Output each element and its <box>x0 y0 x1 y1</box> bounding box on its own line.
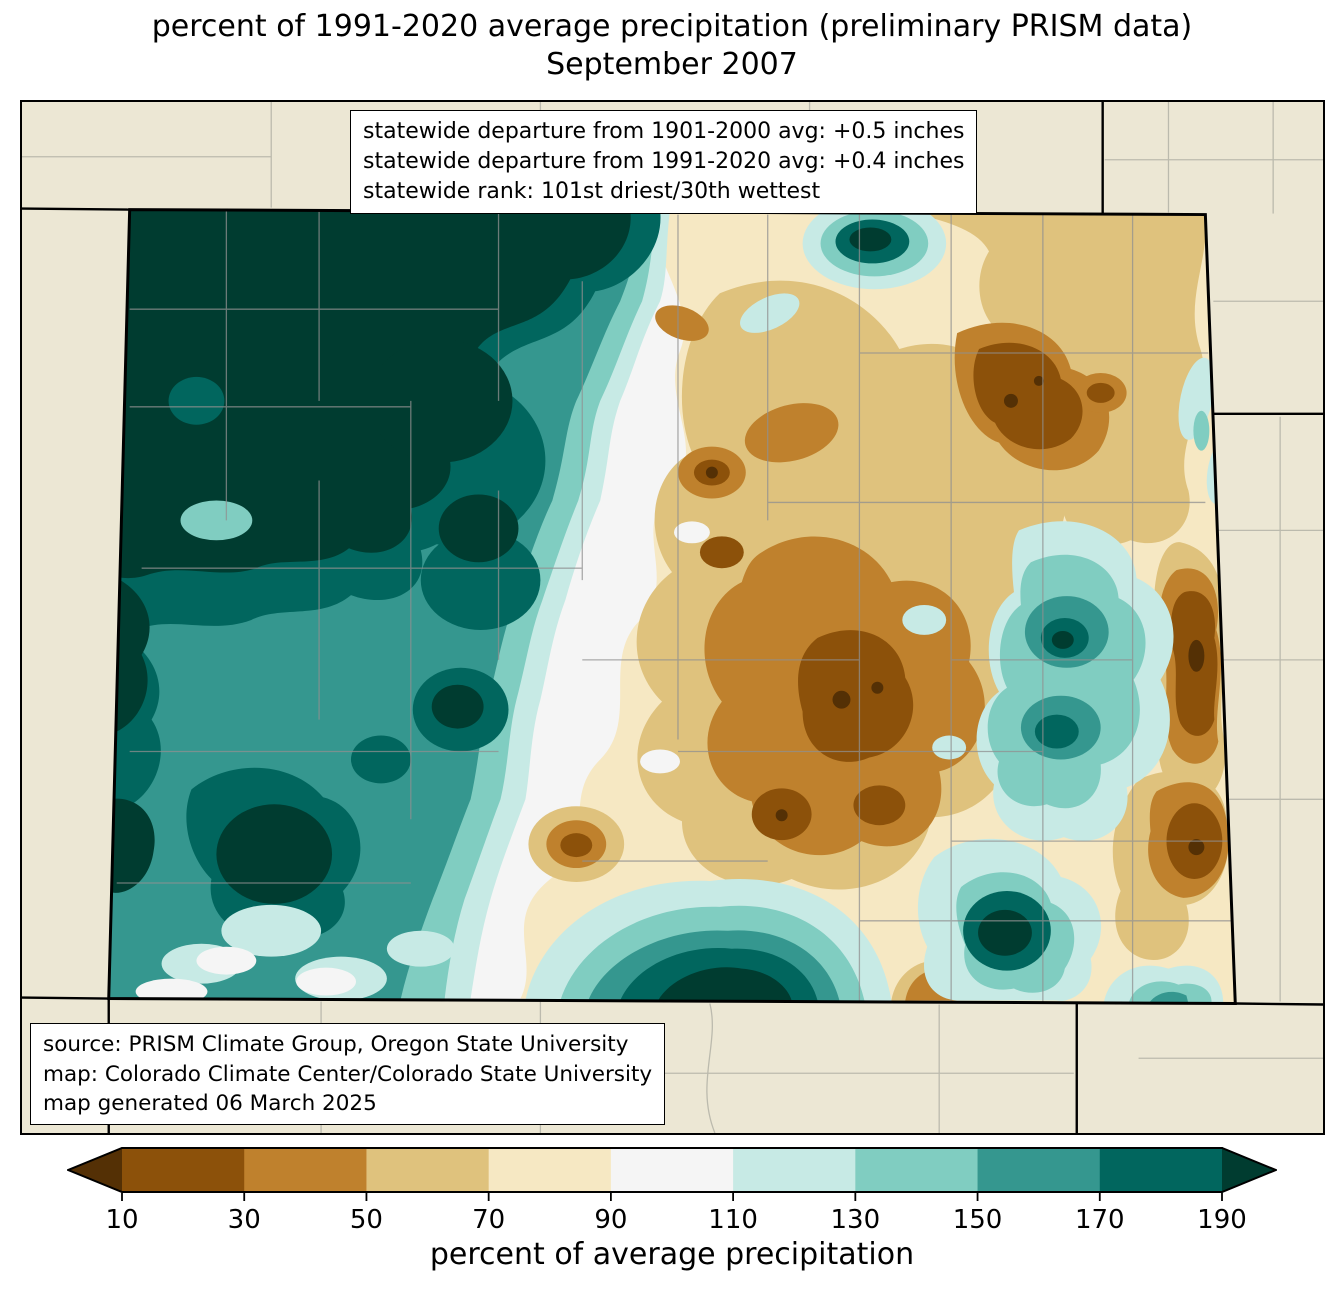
source-line-1: source: PRISM Climate Group, Oregon Stat… <box>43 1032 629 1058</box>
colorbar-tick-130: 130 <box>830 1205 881 1235</box>
source-line-3: map generated 06 March 2025 <box>43 1090 377 1116</box>
stats-line-3: statewide rank: 101st driest/30th wettes… <box>363 178 821 204</box>
colorbar-tick-70: 70 <box>472 1205 506 1235</box>
title-line-2: September 2007 <box>546 47 798 83</box>
stats-line-2: statewide departure from 1991-2020 avg: … <box>363 148 965 174</box>
precip-map-svg <box>22 102 1323 1133</box>
colorado-county-lines <box>116 209 1236 1004</box>
colorbar-tick-90: 90 <box>594 1205 628 1235</box>
colorbar-tick-50: 50 <box>349 1205 383 1235</box>
stats-line-1: statewide departure from 1901-2000 avg: … <box>363 119 965 144</box>
colorbar-label: percent of average precipitation <box>429 1237 915 1272</box>
colorbar-tick-150: 150 <box>952 1205 1003 1235</box>
south-central-teal <box>525 878 892 1001</box>
stats-box: statewide departure from 1901-2000 avg: … <box>350 110 978 214</box>
colorbar-ticks: 10 30 50 70 90 110 130 150 170 190 <box>67 1205 1277 1237</box>
precipitation-contours <box>108 209 1236 1004</box>
colorbar: 10 30 50 70 90 110 130 150 170 190 percent of ave… <box>67 1147 1277 1272</box>
map-area: statewide departure from 1901-2000 avg: … <box>20 100 1325 1135</box>
colorbar-tick-10: 10 <box>105 1205 139 1235</box>
colorbar-tick-190: 190 <box>1197 1205 1247 1235</box>
colorbar-gradient <box>67 1147 1277 1201</box>
colorbar-tick-170: 170 <box>1074 1205 1125 1235</box>
source-box: source: PRISM Climate Group, Oregon Stat… <box>30 1023 666 1125</box>
figure-title: percent of 1991-2020 average precipitati… <box>0 8 1344 85</box>
source-line-2: map: Colorado Climate Center/Colorado St… <box>43 1061 653 1087</box>
colorbar-tick-30: 30 <box>227 1205 261 1235</box>
colorbar-tick-110: 110 <box>708 1205 758 1235</box>
neighbor-state-borders <box>22 102 1323 1133</box>
title-line-1: percent of 1991-2020 average precipitati… <box>151 9 1193 44</box>
